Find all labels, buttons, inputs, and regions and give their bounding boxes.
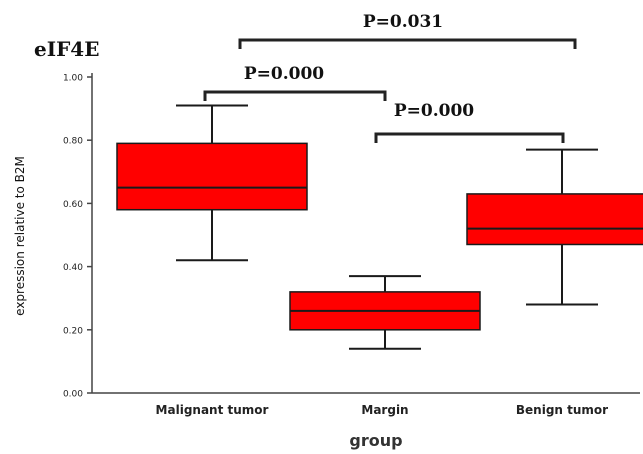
y-tick-label: 0.80 [63,137,83,147]
x-tick-label: Benign tumor [516,403,608,417]
bracket-line [374,132,565,143]
y-tick-label: 0.60 [63,200,83,210]
chart-title: eIF4E [34,37,99,61]
iqr-box [466,193,643,246]
x-tick-label: Margin [361,403,408,417]
comparison-2: P=0.000 [203,64,387,101]
y-tick-label: 1.00 [63,74,83,84]
bracket-line [203,90,387,101]
y-tick-label: 0.00 [63,390,83,400]
x-axis-label: group [349,431,402,450]
boxes [116,104,643,350]
box-1 [116,104,308,262]
iqr-box [116,142,308,211]
comparison-3: P=0.000 [374,101,565,143]
p-value-label: P=0.000 [244,64,324,84]
y-tick-label: 0.20 [63,326,83,336]
y-axis: 0.00 0.20 0.40 0.60 0.80 1.00 [63,73,93,400]
p-value-label: P=0.031 [363,12,443,32]
y-axis-label: expression relative to B2M [13,156,27,316]
comparison-1: P=0.031 [238,12,577,49]
box-2 [289,275,481,350]
box-3 [466,148,643,306]
significance-brackets: P=0.031 P=0.000 P=0.000 [203,12,577,143]
x-axis: Malignant tumor Margin Benign tumor [92,392,640,417]
y-tick-label: 0.40 [63,263,83,273]
p-value-label: P=0.000 [394,101,474,121]
bracket-line [238,38,577,49]
x-tick-label: Malignant tumor [156,403,269,417]
